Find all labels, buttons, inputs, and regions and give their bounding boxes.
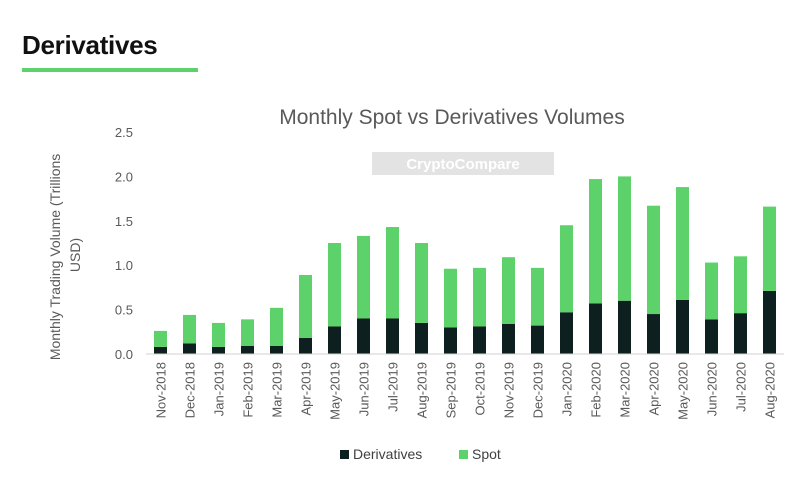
- x-tick-label: Feb-2020: [589, 362, 604, 418]
- y-tick-label: 2.0: [115, 169, 133, 184]
- bar-derivatives: [415, 322, 428, 354]
- bar-derivatives: [763, 290, 776, 354]
- x-tick-label: Dec-2019: [531, 362, 546, 418]
- bar-spot: [763, 206, 776, 291]
- x-tick-label: Aug-2020: [763, 362, 778, 418]
- x-tick-label: May-2020: [676, 362, 691, 420]
- y-tick-label: 0.0: [115, 347, 133, 362]
- bar-spot: [502, 257, 515, 324]
- bar-spot: [415, 243, 428, 323]
- bar-derivatives: [212, 346, 225, 354]
- x-tick-label: Jul-2019: [386, 362, 401, 412]
- bar-spot: [357, 235, 370, 319]
- x-tick-label: Apr-2020: [647, 362, 662, 415]
- bar-derivatives: [270, 346, 283, 354]
- bar-spot: [212, 322, 225, 347]
- x-tick-label: Apr-2019: [299, 362, 314, 415]
- legend-label-derivatives: Derivatives: [353, 446, 422, 462]
- bar-spot: [444, 268, 457, 328]
- bar-derivatives: [299, 338, 312, 354]
- bar-derivatives: [444, 327, 457, 354]
- y-tick-label: 0.5: [115, 303, 133, 318]
- x-tick-label: Sep-2019: [444, 362, 459, 418]
- bar-spot: [531, 267, 544, 326]
- watermark-box: [372, 152, 554, 175]
- bar-derivatives: [183, 343, 196, 354]
- x-tick-label: Jan-2019: [212, 362, 227, 416]
- y-axis-label: Monthly Trading Volume (Trillions USD): [47, 150, 83, 360]
- x-tick-label: Jun-2020: [705, 362, 720, 416]
- x-tick-label: Oct-2019: [473, 362, 488, 415]
- bar-derivatives: [357, 318, 370, 354]
- legend-label-spot: Spot: [472, 446, 501, 462]
- bar-derivatives: [734, 313, 747, 354]
- bar-spot: [705, 262, 718, 320]
- bar-spot: [154, 330, 167, 347]
- legend-swatch-spot: [459, 450, 468, 459]
- bar-spot: [328, 243, 341, 327]
- bar-spot: [386, 227, 399, 319]
- bar-derivatives: [328, 326, 341, 354]
- bar-spot: [589, 179, 602, 304]
- bar-derivatives: [705, 319, 718, 354]
- bar-spot: [473, 267, 486, 327]
- bar-spot: [299, 274, 312, 339]
- watermark-text: CryptoCompare: [406, 156, 519, 173]
- bar-spot: [270, 307, 283, 347]
- watermark: CryptoCompare: [372, 152, 554, 175]
- y-tick-label: 1.5: [115, 214, 133, 229]
- bar-derivatives: [531, 325, 544, 354]
- y-axis-label-line-2: USD): [67, 238, 83, 272]
- bar-spot: [183, 314, 196, 344]
- x-tick-label: Jul-2020: [734, 362, 749, 412]
- bar-derivatives: [560, 312, 573, 354]
- x-tick-label: May-2019: [328, 362, 343, 420]
- legend-swatch-derivatives: [340, 450, 349, 459]
- y-axis-label-line-1: Monthly Trading Volume (Trillions: [47, 154, 63, 360]
- bars: [154, 176, 776, 354]
- bar-spot: [647, 205, 660, 315]
- chart-title: Monthly Spot vs Derivatives Volumes: [279, 106, 624, 129]
- bar-derivatives: [676, 299, 689, 354]
- bar-derivatives: [502, 323, 515, 354]
- x-tick-label: Mar-2020: [618, 362, 633, 418]
- bar-spot: [618, 176, 631, 301]
- bar-derivatives: [473, 326, 486, 354]
- x-tick-label: Dec-2018: [183, 362, 198, 418]
- bar-derivatives: [241, 346, 254, 354]
- bar-spot: [560, 225, 573, 313]
- heading-underline: [22, 68, 198, 72]
- bar-derivatives: [618, 300, 631, 354]
- x-tick-label: Nov-2018: [154, 362, 169, 418]
- bar-derivatives: [589, 303, 602, 354]
- x-axis-ticks: Nov-2018 Dec-2018 Jan-2019 Feb-2019 Mar-2019…: [154, 362, 778, 420]
- x-tick-label: Aug-2019: [415, 362, 430, 418]
- bar-spot: [241, 319, 254, 347]
- bar-derivatives: [154, 346, 167, 354]
- bar-derivatives: [647, 314, 660, 354]
- x-tick-label: Nov-2019: [502, 362, 517, 418]
- x-tick-label: Jun-2019: [357, 362, 372, 416]
- y-tick-label: 1.0: [115, 258, 133, 273]
- legend: Derivatives Spot: [340, 446, 501, 462]
- bar-spot: [734, 256, 747, 314]
- section-heading: Derivatives: [22, 30, 158, 60]
- x-tick-label: Feb-2019: [241, 362, 256, 418]
- x-tick-label: Jan-2020: [560, 362, 575, 416]
- y-tick-label: 2.5: [115, 125, 133, 140]
- bar-spot: [676, 187, 689, 300]
- y-axis-ticks: 0.0 0.5 1.0 1.5 2.0 2.5: [115, 125, 133, 362]
- x-tick-label: Mar-2019: [270, 362, 285, 418]
- bar-derivatives: [386, 318, 399, 354]
